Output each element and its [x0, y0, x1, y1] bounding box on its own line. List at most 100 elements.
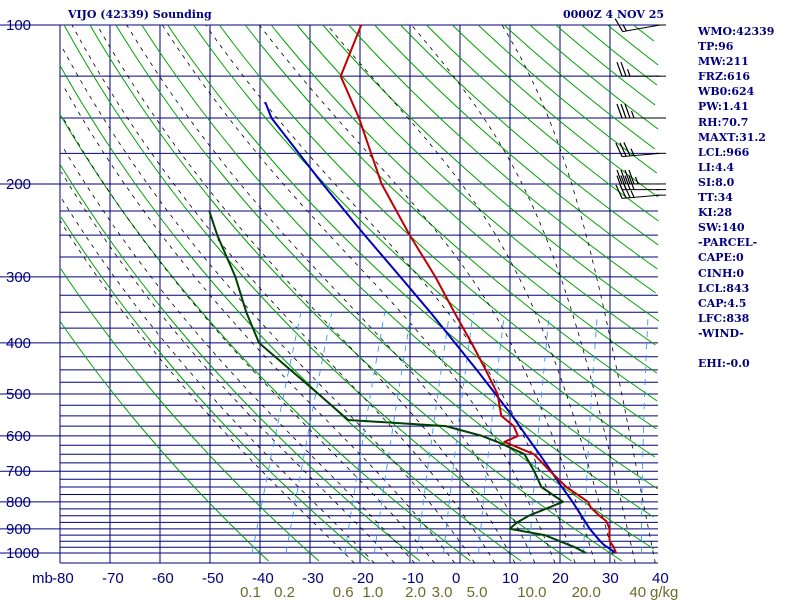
index-item: [698, 341, 774, 356]
mixing-ratio-line: [478, 312, 506, 554]
wind-barb-half-feather: [630, 110, 635, 119]
dry-adiabat-line: [59, 320, 269, 562]
wind-barb: [616, 169, 666, 185]
dry-adiabat-line: [529, 24, 659, 130]
moist-adiabat-line: [126, 24, 536, 564]
dry-adiabat-line: [59, 64, 522, 562]
mixing-ratio-tick-label: 0.6: [333, 584, 354, 600]
sounding-timestamp: 0000Z 4 NOV 25: [563, 8, 665, 21]
wind-barb: [616, 175, 666, 191]
index-item: WMO:42339: [698, 25, 775, 38]
dry-adiabat-line: [633, 24, 655, 42]
wind-barb-feather: [624, 175, 631, 190]
index-item: LFC:838: [698, 311, 750, 325]
index-item: RH:70.7: [698, 115, 749, 129]
wind-barbs: [614, 18, 666, 199]
temperature-axis-labels: mb -80 -70 -60 -50 -40 -30 -20 -10 0 10 20 30 40: [32, 570, 669, 587]
pressure-unit-label: mb: [32, 570, 53, 587]
dry-adiabat-line: [59, 164, 421, 562]
wind-barb-feather: [616, 103, 623, 119]
wind-barb-feather: [628, 175, 635, 190]
index-item: -PARCEL-: [698, 236, 758, 250]
wind-barb-half-feather: [622, 24, 628, 32]
sounding-title: VIJO (42339) Sounding: [68, 8, 212, 21]
pressure-tick-label: 1000: [6, 545, 39, 562]
wind-barb-feather: [620, 169, 627, 185]
wind-barb-feather: [616, 169, 623, 185]
dry-adiabat-line: [477, 24, 658, 174]
pressure-tick-label: 400: [6, 335, 31, 352]
wind-barb: [616, 103, 666, 119]
index-item: KI:28: [698, 206, 733, 220]
dry-adiabat-line: [426, 24, 659, 222]
temperature-tick-label: -80: [52, 570, 74, 587]
pressure-tick-label: 200: [6, 176, 31, 193]
mixing-ratio-unit-label: g/kg: [650, 584, 678, 600]
wind-barb-feather: [615, 142, 623, 157]
mixing-ratio-tick-label: 3.0: [432, 584, 453, 600]
index-item: FRZ:616: [698, 70, 751, 84]
pressure-axis-labels: 100 200 300 400 500 600 700 800 900 1000: [6, 17, 39, 562]
moist-adiabat-line: [96, 24, 516, 564]
pressure-tick-label: 300: [6, 269, 31, 286]
dry-adiabat-line: [348, 24, 656, 294]
moist-adiabat-line: [60, 171, 395, 564]
dry-adiabat-line: [400, 24, 659, 246]
dry-adiabat-line: [270, 24, 658, 374]
wind-barb-feather: [624, 169, 631, 185]
moist-adiabat-line: [411, 24, 636, 564]
dry-adiabat-line: [141, 24, 654, 518]
temperature-tick-label: -50: [202, 570, 224, 587]
index-item: TP:96: [698, 40, 734, 54]
dry-adiabat-line: [218, 24, 657, 430]
mixing-ratio-tick-label: 40: [629, 584, 646, 600]
wind-barb: [615, 142, 666, 158]
pressure-tick-label: 500: [6, 386, 31, 403]
mixing-ratio-tick-label: 5.0: [467, 584, 488, 600]
wind-barb-feather: [615, 184, 623, 199]
mixing-ratio-line: [640, 312, 649, 553]
index-item: LCL:966: [698, 145, 750, 159]
dry-adiabat-line: [503, 24, 656, 150]
dry-adiabat-line: [60, 268, 320, 562]
mixing-ratio-line: [285, 312, 333, 554]
mixing-ratio-tick-label: 1.0: [362, 584, 383, 600]
wind-barb-half-feather: [630, 148, 635, 156]
index-item: PW:1.41: [698, 100, 749, 114]
moist-adiabat-line: [62, 146, 415, 564]
moist-adiabats: [59, 24, 656, 564]
wind-barb: [614, 18, 666, 33]
dry-adiabat-line: [58, 112, 471, 562]
dry-adiabat-line: [63, 24, 572, 562]
moist-adiabat-line: [501, 24, 656, 564]
mixing-ratio-tick-label: 0.2: [274, 584, 295, 600]
wind-barb-feather: [623, 183, 631, 198]
index-item: TT:34: [698, 191, 733, 205]
index-item: WB0:624: [698, 85, 755, 99]
mixing-ratio-labels: g/kg 0.1 0.2 0.6 1.0 2.0 3.0 5.0 10.0 20.0 40: [240, 584, 678, 600]
parcel-profile-line: [264, 101, 617, 554]
mixing-ratio-line: [528, 312, 550, 554]
temperature-tick-label: -60: [152, 570, 174, 587]
moist-adiabat-line: [205, 24, 576, 564]
temperature-tick-label: 0: [452, 570, 460, 587]
index-item: MAXT:31.2: [698, 130, 766, 144]
temperature-tick-label: -30: [302, 570, 324, 587]
mixing-ratio-tick-label: 10.0: [517, 584, 546, 600]
pressure-tick-label: 800: [6, 494, 31, 511]
temperature-profile-line: [339, 24, 617, 554]
index-item: EHI:-0.0: [698, 357, 750, 371]
mixing-ratio-lines: [251, 312, 649, 554]
dry-adiabat-line: [374, 24, 658, 270]
index-item: -WIND-: [698, 326, 744, 340]
temperature-tick-label: 40: [652, 570, 669, 587]
temperature-tick-label: 10: [502, 570, 519, 587]
mixing-ratio-line: [416, 312, 451, 554]
mixing-ratio-line: [251, 312, 302, 554]
index-item: SW:140: [698, 221, 745, 235]
dewpoint-profile-line: [208, 210, 587, 554]
mixing-ratio-line: [583, 312, 598, 554]
index-item: CAPE:0: [698, 251, 744, 265]
index-item: LCL:843: [698, 281, 750, 295]
